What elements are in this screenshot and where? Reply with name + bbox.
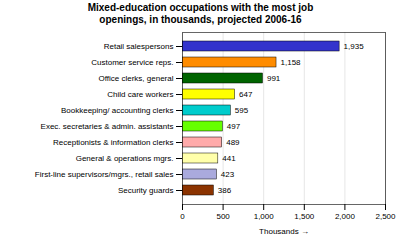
svg-text:423: 423 — [221, 170, 235, 179]
svg-text:497: 497 — [227, 122, 241, 131]
svg-text:Customer service reps.: Customer service reps. — [91, 58, 173, 67]
svg-text:Child care workers: Child care workers — [107, 90, 173, 99]
svg-text:489: 489 — [226, 138, 240, 147]
svg-text:Security guards: Security guards — [118, 186, 174, 195]
svg-text:595: 595 — [235, 106, 249, 115]
svg-text:Exec. secretaries & admin. ass: Exec. secretaries & admin. assistants — [41, 122, 174, 131]
svg-text:1,000: 1,000 — [254, 212, 275, 221]
svg-text:1,935: 1,935 — [344, 42, 365, 51]
svg-text:General & operations mgrs.: General & operations mgrs. — [76, 154, 174, 163]
svg-text:0: 0 — [180, 212, 185, 221]
svg-text:Retail salespersons: Retail salespersons — [104, 42, 174, 51]
svg-text:991: 991 — [267, 74, 281, 83]
svg-text:First-line supervisors/mgrs.,: First-line supervisors/mgrs., retail sal… — [35, 170, 174, 179]
svg-text:Receptionists & information cl: Receptionists & information clerks — [53, 138, 174, 147]
svg-text:1,500: 1,500 — [294, 212, 315, 221]
svg-text:647: 647 — [239, 90, 253, 99]
svg-text:386: 386 — [218, 186, 232, 195]
svg-text:2,500: 2,500 — [375, 212, 396, 221]
svg-text:Thousands →: Thousands → — [259, 227, 309, 236]
svg-text:441: 441 — [222, 154, 236, 163]
svg-text:Bookkeeping/ accounting clerks: Bookkeeping/ accounting clerks — [61, 106, 174, 115]
svg-text:Office clerks, general: Office clerks, general — [99, 74, 174, 83]
svg-text:2,000: 2,000 — [335, 212, 356, 221]
svg-text:500: 500 — [216, 212, 230, 221]
svg-text:1,158: 1,158 — [281, 58, 302, 67]
html-text:Mixed-education occupations wi: Mixed-education occupations with the mos… — [87, 2, 314, 25]
